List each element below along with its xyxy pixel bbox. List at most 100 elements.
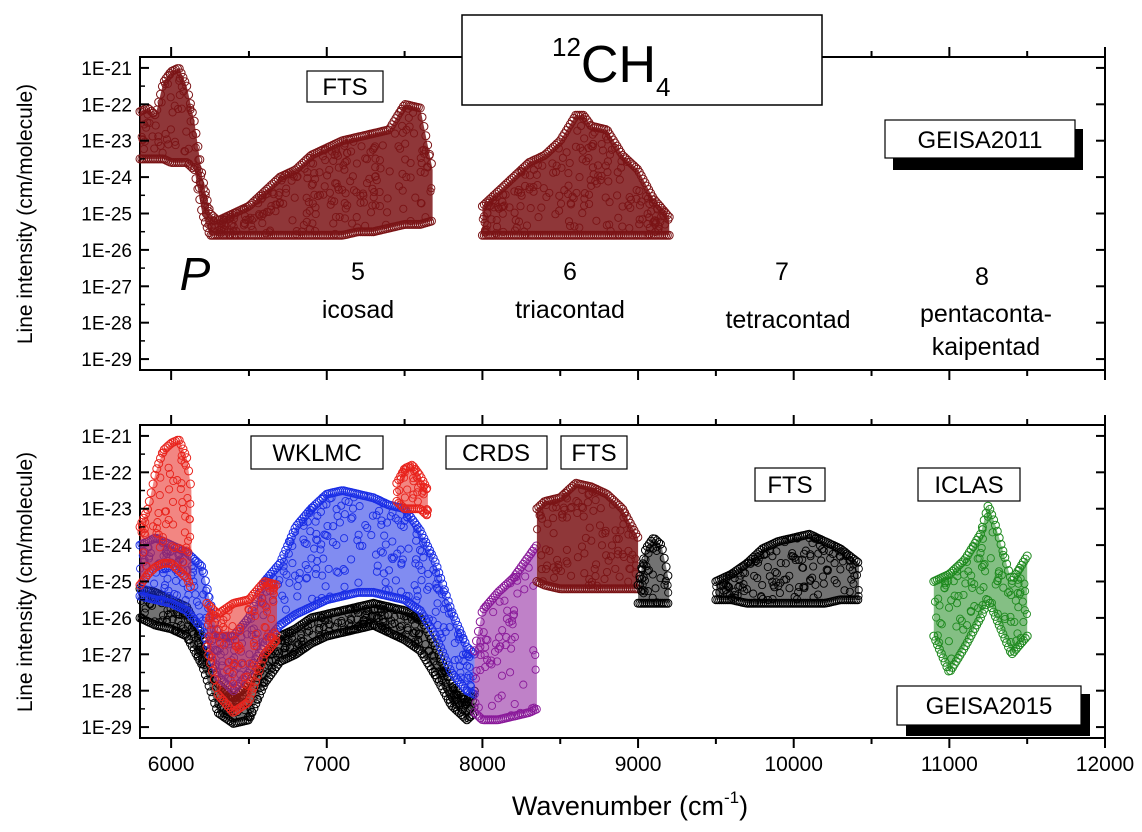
data-point: [471, 674, 480, 683]
data-point: [223, 666, 232, 675]
data-point: [308, 179, 317, 188]
data-point: [184, 548, 193, 557]
data-point: [315, 190, 324, 199]
data-point: [492, 216, 501, 225]
data-point: [164, 463, 173, 472]
data-point: [285, 643, 295, 652]
data-point: [249, 682, 259, 692]
data-point: [445, 609, 454, 618]
data-point: [376, 164, 385, 173]
data-point: [562, 148, 571, 157]
data-point: [586, 175, 595, 185]
label-iclas: ICLAS: [934, 472, 1003, 499]
data-point: [404, 113, 413, 122]
data-point: [371, 154, 380, 163]
data-point: [228, 670, 237, 679]
data-point: [258, 654, 268, 664]
data-point: [334, 568, 343, 577]
data-point: [367, 531, 376, 540]
data-point: [411, 559, 420, 568]
data-point: [154, 530, 163, 539]
data-point: [564, 169, 573, 178]
data-point: [369, 143, 379, 153]
data-point: [790, 553, 799, 562]
data-point: [146, 488, 156, 498]
data-point: [806, 576, 815, 585]
data-point: [589, 506, 598, 515]
data-point: [426, 216, 436, 226]
data-point: [277, 554, 287, 564]
data-point: [997, 571, 1006, 580]
data-point: [433, 584, 442, 593]
data-point: [257, 599, 266, 608]
data-point: [166, 93, 175, 102]
data-point: [160, 583, 169, 593]
data-point: [611, 526, 620, 535]
data-point: [933, 631, 942, 640]
data-point: [383, 208, 392, 217]
data-point: [311, 517, 320, 526]
data-point: [1002, 638, 1012, 648]
data-point: [287, 176, 296, 185]
data-point: [187, 163, 197, 173]
data-point: [200, 576, 210, 586]
data-point: [153, 518, 162, 527]
data-point: [944, 603, 954, 612]
data-point: [416, 153, 425, 163]
data-point: [419, 553, 428, 562]
data-point: [180, 528, 189, 537]
data-point: [598, 146, 607, 155]
data-point: [195, 155, 205, 165]
data-point: [1018, 597, 1027, 606]
series-envelope: [482, 115, 670, 236]
data-point: [204, 620, 213, 630]
data-point: [987, 510, 997, 520]
data-point: [254, 665, 264, 675]
data-point: [801, 546, 810, 555]
data-point: [199, 568, 208, 577]
data-point: [585, 523, 594, 532]
data-point: [411, 193, 420, 202]
data-point: [275, 649, 284, 658]
data-point: [348, 504, 358, 513]
data-point: [310, 190, 319, 199]
data-point: [509, 611, 518, 620]
data-point: [1000, 612, 1009, 621]
data-point: [186, 117, 195, 126]
data-point: [519, 680, 528, 689]
data-point: [152, 529, 161, 538]
data-point: [604, 556, 613, 565]
data-point: [529, 187, 538, 196]
data-point: [305, 627, 314, 636]
data-point: [197, 659, 207, 669]
data-point: [385, 167, 394, 176]
data-point: [976, 529, 985, 539]
data-point: [152, 464, 162, 474]
data-point: [288, 541, 297, 551]
series-envelope: [715, 534, 860, 604]
data-point: [368, 184, 377, 193]
data-point: [573, 126, 582, 135]
data-point: [182, 127, 191, 136]
data-point: [282, 570, 291, 579]
data-point: [215, 226, 224, 235]
data-point: [419, 122, 429, 131]
label-pentaconta: pentaconta-: [920, 300, 1052, 328]
data-point: [378, 615, 388, 624]
data-point: [809, 562, 818, 571]
data-point: [322, 500, 331, 509]
data-point: [410, 581, 419, 590]
data-point: [556, 199, 566, 208]
data-point: [165, 469, 175, 478]
data-point: [377, 516, 386, 525]
data-point: [271, 580, 281, 590]
data-point: [182, 543, 191, 552]
data-point: [225, 657, 234, 667]
y-tick-label: 1E-28: [81, 682, 132, 703]
data-point: [258, 219, 267, 228]
data-point: [978, 534, 987, 543]
data-point: [164, 515, 173, 524]
data-point: [396, 545, 405, 554]
data-point: [261, 229, 271, 238]
data-point: [371, 172, 380, 181]
